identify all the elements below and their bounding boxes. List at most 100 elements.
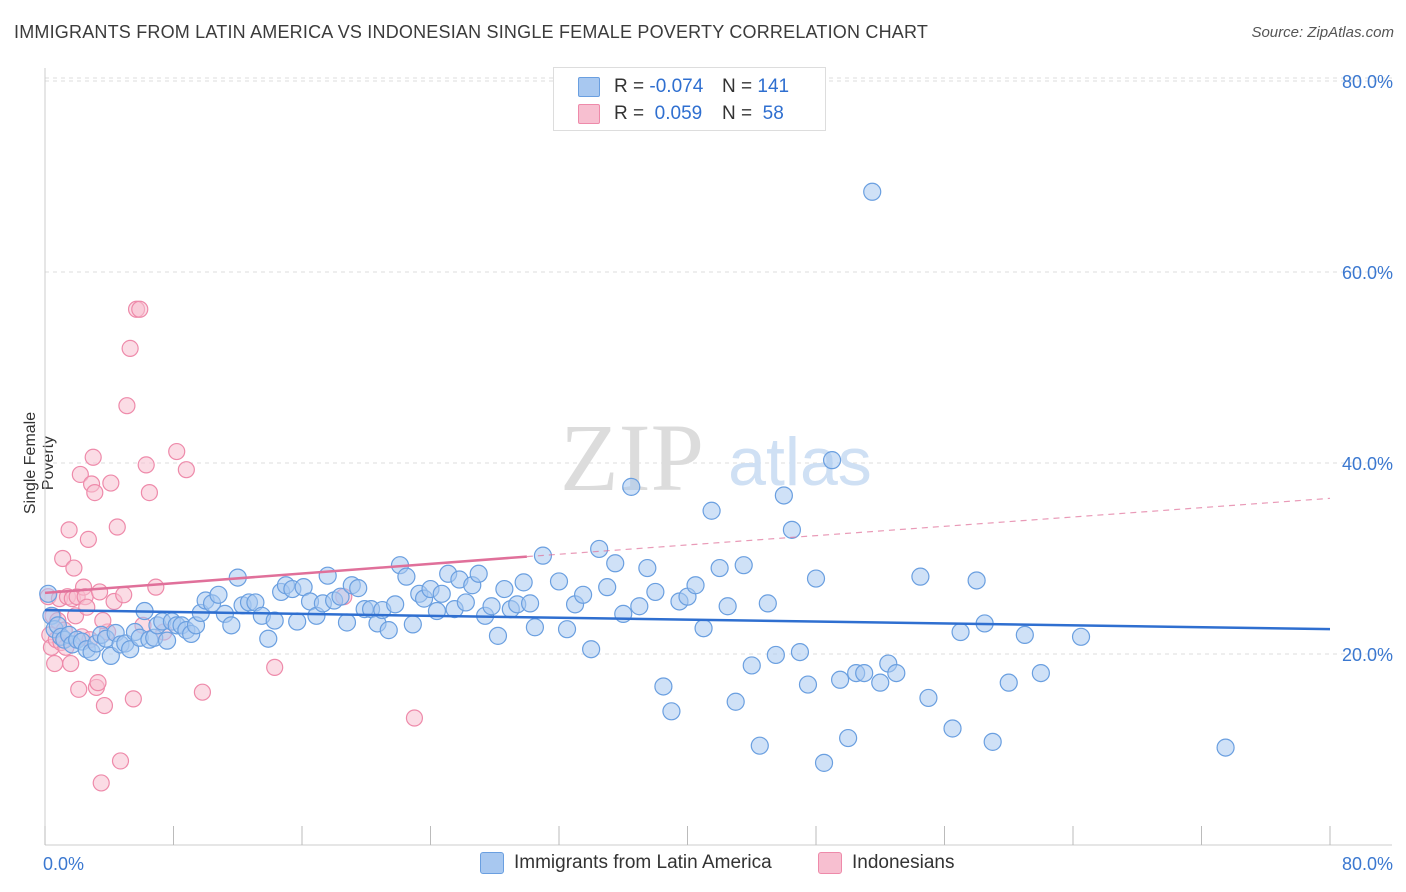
data-point-immigrants — [1071, 627, 1091, 646]
data-point-indonesians — [168, 442, 186, 461]
legend-n-label: N = — [722, 76, 753, 97]
data-point-immigrants — [157, 631, 177, 650]
data-point-immigrants — [318, 566, 337, 585]
data-point-indonesians — [193, 683, 212, 701]
data-point-immigrants — [782, 520, 802, 539]
trend-line-indonesians — [44, 555, 527, 595]
data-point-immigrants — [742, 656, 761, 675]
trend-lines — [44, 497, 1331, 631]
data-point-indonesians — [124, 690, 142, 708]
legend-r-value: 0.059 — [654, 103, 703, 124]
legend-row-blue: R = -0.074 N = 141 — [578, 75, 789, 99]
data-point-immigrants — [590, 539, 609, 559]
legend-r-label: R = — [614, 76, 645, 97]
data-point-indonesians — [118, 397, 136, 415]
data-point-indonesians — [86, 484, 104, 502]
data-point-indonesians — [84, 448, 102, 466]
data-point-immigrants — [646, 582, 665, 602]
data-point-immigrants — [349, 579, 368, 598]
data-point-indonesians — [62, 654, 80, 673]
data-point-immigrants — [758, 594, 777, 613]
data-point-immigrants — [983, 732, 1002, 751]
tick-labels: 20.0% 40.0% 60.0% 80.0% 0.0% 80.0% — [43, 72, 1393, 874]
data-point-indonesians — [65, 559, 83, 577]
data-point-immigrants — [469, 564, 488, 583]
data-point-immigrants — [967, 571, 986, 590]
axes — [44, 68, 1392, 846]
data-point-indonesians — [121, 339, 139, 357]
data-point-immigrants — [911, 567, 930, 586]
legend-n-value: 58 — [762, 103, 784, 124]
legend-row-pink: R = 0.059 N = 58 — [578, 102, 784, 126]
data-point-immigrants — [951, 622, 970, 642]
data-point-immigrants — [573, 585, 593, 604]
legend-r-value: -0.074 — [649, 76, 704, 97]
source-credit: Source: ZipAtlas.com — [1251, 24, 1394, 41]
data-point-immigrants — [549, 572, 569, 591]
legend-swatch-indonesians — [818, 852, 842, 874]
data-point-immigrants — [806, 569, 826, 588]
legend-n-value: 141 — [757, 76, 790, 97]
correlation-legend: R = -0.074 N = 141 R = 0.059 N = 58 — [553, 67, 826, 131]
data-point-immigrants — [403, 615, 422, 634]
data-point-indonesians — [60, 521, 78, 539]
data-point-immigrants — [222, 616, 241, 635]
data-point-immigrants — [662, 702, 681, 721]
series-indonesians — [39, 300, 424, 792]
data-point-indonesians — [70, 680, 88, 698]
data-point-immigrants — [686, 576, 705, 595]
legend-r-label: R = — [614, 103, 645, 124]
data-point-immigrants — [630, 597, 649, 616]
data-point-immigrants — [919, 688, 938, 708]
data-point-immigrants — [1031, 663, 1050, 683]
legend-swatch-immigrants — [480, 852, 504, 874]
data-point-indonesians — [177, 461, 195, 479]
data-point-immigrants — [694, 619, 713, 638]
data-point-immigrants — [337, 613, 357, 632]
data-point-immigrants — [774, 486, 793, 505]
data-point-indonesians — [111, 752, 130, 770]
data-point-immigrants — [622, 477, 641, 496]
data-point-immigrants — [871, 673, 890, 692]
data-point-immigrants — [814, 753, 834, 772]
data-point-immigrants — [855, 663, 874, 683]
data-point-immigrants — [520, 594, 540, 613]
data-point-immigrants — [830, 670, 850, 689]
data-point-immigrants — [710, 558, 729, 578]
data-point-indonesians — [71, 465, 89, 484]
data-point-immigrants — [557, 620, 577, 639]
data-point-immigrants — [525, 618, 545, 637]
data-point-indonesians — [54, 549, 72, 568]
legend-label-indonesians: Indonesians — [852, 852, 955, 873]
data-point-indonesians — [78, 598, 96, 616]
y-tick-label: 60.0% — [1342, 263, 1393, 283]
data-point-immigrants — [887, 663, 906, 683]
data-point-immigrants — [456, 593, 475, 612]
legend-item-immigrants[interactable]: Immigrants from Latin America — [480, 852, 772, 874]
data-point-immigrants — [839, 728, 858, 748]
data-point-indonesians — [115, 586, 133, 604]
data-point-immigrants — [702, 501, 721, 520]
data-point-immigrants — [379, 621, 398, 640]
data-point-immigrants — [331, 587, 350, 606]
data-point-indonesians — [79, 530, 97, 549]
data-point-immigrants — [750, 736, 769, 755]
legend-item-indonesians[interactable]: Indonesians — [818, 852, 954, 874]
data-point-immigrants — [790, 642, 810, 662]
data-point-indonesians — [137, 456, 155, 474]
data-point-immigrants — [999, 673, 1018, 692]
chart-title: IMMIGRANTS FROM LATIN AMERICA VS INDONES… — [14, 22, 929, 42]
data-point-immigrants — [766, 645, 785, 665]
data-point-indonesians — [131, 300, 149, 318]
data-point-indonesians — [91, 583, 109, 601]
data-point-indonesians — [266, 658, 284, 676]
data-point-indonesians — [95, 696, 114, 715]
data-point-immigrants — [734, 556, 753, 575]
data-point-immigrants — [209, 585, 228, 604]
data-point-indonesians — [147, 578, 165, 596]
legend-swatch-blue — [578, 77, 600, 97]
watermark-atlas: atlas — [728, 424, 872, 500]
data-point-immigrants — [582, 640, 601, 659]
data-point-immigrants — [654, 677, 673, 696]
data-point-indonesians — [92, 774, 110, 792]
